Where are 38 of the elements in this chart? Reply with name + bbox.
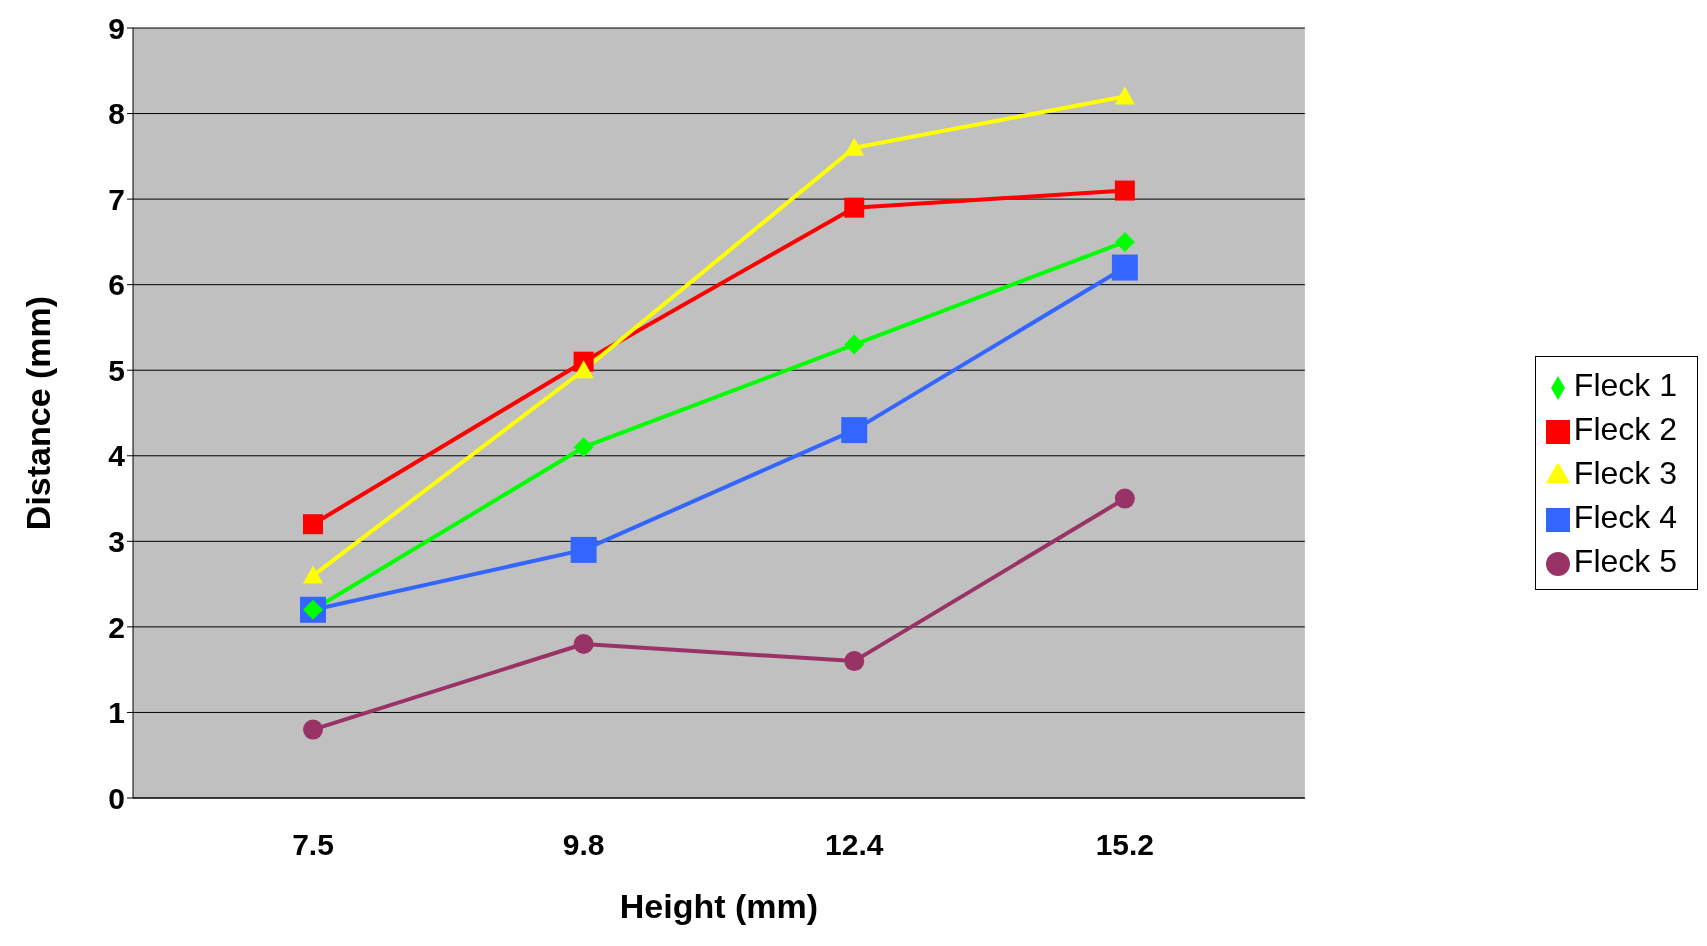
point (303, 514, 323, 535)
y-axis-title: Distance (mm) (19, 295, 58, 531)
legend-label: Fleck 3 (1573, 455, 1677, 491)
legend-label: Fleck 2 (1573, 411, 1677, 447)
x-tick-label: 7.5 (292, 828, 334, 862)
point (844, 197, 865, 218)
point (570, 536, 597, 563)
x-axis-title: Height (mm) (619, 887, 819, 925)
legend-label: Fleck 5 (1573, 543, 1677, 579)
y-tick-label: 6 (108, 268, 125, 302)
legend-label: Fleck 1 (1573, 367, 1677, 403)
point (1114, 231, 1135, 252)
x-tick-label: 9.8 (562, 828, 605, 862)
point (573, 437, 594, 458)
y-tick-label: 4 (108, 439, 126, 473)
y-tick-label: 1 (108, 696, 125, 730)
point (573, 360, 594, 379)
y-tick-label: 7 (108, 182, 125, 216)
y-tick-label: 2 (108, 610, 125, 644)
point (303, 719, 323, 740)
point (1111, 254, 1138, 281)
point (841, 417, 868, 444)
y-tick-label: 3 (108, 524, 125, 558)
point (1114, 86, 1135, 105)
point (1114, 488, 1135, 509)
y-tick-label: 8 (108, 97, 125, 131)
x-tick-label: 15.2 (1095, 828, 1155, 862)
point (844, 651, 865, 672)
x-tick-label: 12.4 (825, 828, 884, 862)
point (573, 634, 594, 654)
legend-label: Fleck 4 (1573, 499, 1677, 535)
y-tick-label: 9 (108, 11, 125, 45)
y-tick-label: 0 (108, 781, 125, 815)
point (303, 565, 323, 584)
point (844, 334, 865, 355)
point (1114, 180, 1135, 201)
point (844, 137, 865, 156)
y-tick-label: 5 (108, 353, 125, 387)
